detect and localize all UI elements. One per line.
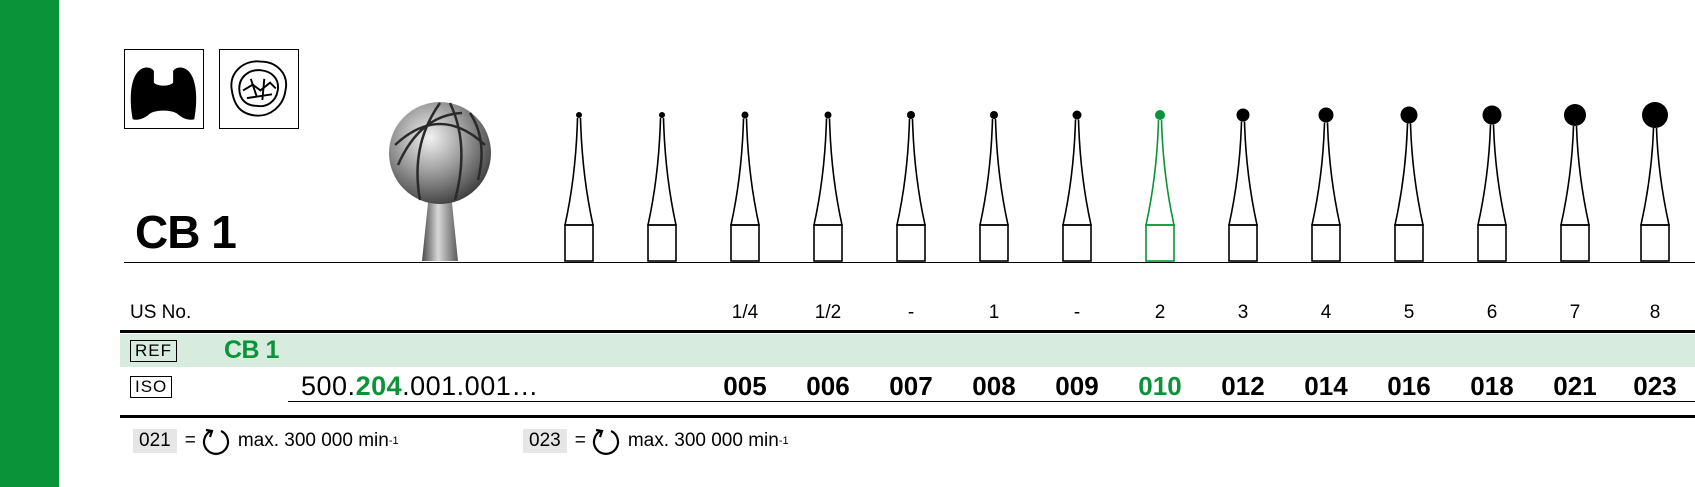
- bur-shank-outline: [564, 224, 594, 262]
- bur-neck-outline: [1477, 124, 1507, 226]
- brand-side-bar: [0, 0, 59, 487]
- bur-neck-outline: [1560, 125, 1590, 226]
- bur-shank-outline: [813, 224, 843, 262]
- iso-size-cell: 014: [1304, 371, 1348, 401]
- iso-row-rule: [288, 401, 1695, 402]
- footnote-size-code: 023: [523, 429, 567, 453]
- us-no-label: US No.: [130, 302, 192, 323]
- footnote-unit-exponent: -1: [778, 435, 789, 447]
- bur-shank-outline: [1062, 224, 1092, 262]
- bur-head: [1482, 105, 1502, 125]
- bur-neck-outline: [979, 118, 1009, 226]
- ref-code: CB 1: [224, 336, 279, 364]
- footnote-equals: =: [184, 430, 196, 451]
- bur-neck-outline: [564, 117, 594, 226]
- us-no-cell: 1: [988, 302, 1000, 323]
- iso-size-cell: 012: [1221, 371, 1265, 401]
- table-bottom-rule: [120, 415, 1695, 418]
- table-top-rule: [120, 330, 1695, 333]
- iso-size-cell: 008: [972, 371, 1016, 401]
- rotation-icon: [202, 428, 229, 455]
- bur-neck-outline: [1394, 123, 1424, 226]
- bur-head: [907, 111, 915, 119]
- bur-shank-outline: [1477, 224, 1507, 262]
- iso-size-cell: 023: [1633, 371, 1677, 401]
- rotation-icon: [592, 428, 619, 455]
- bur-shank-outline: [730, 224, 760, 262]
- bur-head: [741, 111, 749, 119]
- us-no-cell: 3: [1237, 302, 1249, 323]
- bur-neck-outline: [1311, 122, 1341, 226]
- iso-size-cell: 009: [1055, 371, 1099, 401]
- baseline-rule: [124, 262, 1695, 263]
- bur-shank-outline: [979, 224, 1009, 262]
- bur-head: [576, 112, 582, 118]
- bur-shank-outline: [896, 224, 926, 262]
- us-no-cell: 4: [1320, 302, 1332, 323]
- bur-shank-outline: [1145, 224, 1175, 262]
- bur-neck-outline: [1640, 127, 1670, 226]
- us-no-cell: -: [907, 302, 915, 323]
- footnote-text: max. 300 000 min: [627, 430, 779, 451]
- us-no-cell: 2: [1154, 302, 1166, 323]
- iso-size-cell: 018: [1470, 371, 1514, 401]
- iso-shape-code: 204: [355, 371, 403, 401]
- bur-head: [1155, 110, 1165, 120]
- bur-head: [1072, 110, 1082, 120]
- footnote-size-code: 021: [133, 429, 177, 453]
- tooth-occlusal-icon: [219, 49, 299, 129]
- bur-head: [659, 112, 665, 118]
- iso-number-prefix: 500.204.001.001…: [301, 371, 539, 402]
- bur-neck-outline: [730, 118, 760, 226]
- bur-shank-outline: [1560, 224, 1590, 262]
- us-no-cell: 7: [1569, 302, 1581, 323]
- iso-size-cell: 007: [889, 371, 933, 401]
- bur-head: [1400, 106, 1418, 124]
- bur-neck-outline: [1145, 119, 1175, 226]
- iso-tag: ISO: [130, 376, 173, 398]
- size-outline-group: [564, 102, 1670, 262]
- bur-head: [990, 111, 998, 119]
- bur-head: [1564, 104, 1586, 126]
- footnote-unit-exponent: -1: [388, 435, 399, 447]
- ref-tag: REF: [130, 340, 177, 362]
- iso-prefix-part: 500.: [301, 371, 356, 401]
- bur-head: [1236, 108, 1250, 122]
- us-no-cell: 6: [1486, 302, 1498, 323]
- bur-head: [1318, 107, 1334, 123]
- us-no-cell: 1/2: [814, 302, 842, 323]
- bur-neck-outline: [896, 118, 926, 226]
- product-title: CB 1: [135, 206, 237, 258]
- bur-neck-outline: [647, 117, 677, 226]
- footnote-speed-2: 023 = max. 300 000 min -1: [523, 426, 789, 456]
- iso-size-cell: 006: [806, 371, 850, 401]
- us-no-cell: 5: [1403, 302, 1415, 323]
- footnote-speed-1: 021 = max. 300 000 min -1: [133, 426, 399, 456]
- iso-size-cell: 016: [1387, 371, 1431, 401]
- ref-row-band: [120, 334, 1695, 367]
- us-no-cell: 1/4: [731, 302, 759, 323]
- bur-neck-outline: [1228, 121, 1258, 226]
- bur-shank-outline: [647, 224, 677, 262]
- bur-head: [824, 111, 832, 119]
- us-no-cell: 8: [1649, 302, 1661, 323]
- iso-size-cell: 005: [723, 371, 767, 401]
- round-bur-photo: [389, 102, 491, 261]
- footnote-text: max. 300 000 min: [237, 430, 389, 451]
- bur-illustrations: [389, 102, 1670, 262]
- tooth-cavity-icon: [124, 49, 204, 129]
- bur-neck-outline: [813, 118, 843, 226]
- iso-size-cell-highlight: 010: [1138, 371, 1182, 401]
- bur-head: [1642, 102, 1668, 128]
- us-no-cell: -: [1073, 302, 1081, 323]
- bur-shank-outline: [1311, 224, 1341, 262]
- bur-shank-outline: [1228, 224, 1258, 262]
- bur-shank-outline: [1394, 224, 1424, 262]
- iso-size-cell: 021: [1553, 371, 1597, 401]
- bur-neck-outline: [1062, 119, 1092, 226]
- iso-prefix-part: .001.001…: [402, 371, 539, 401]
- footnote-equals: =: [574, 430, 586, 451]
- bur-shank-outline: [1640, 224, 1670, 262]
